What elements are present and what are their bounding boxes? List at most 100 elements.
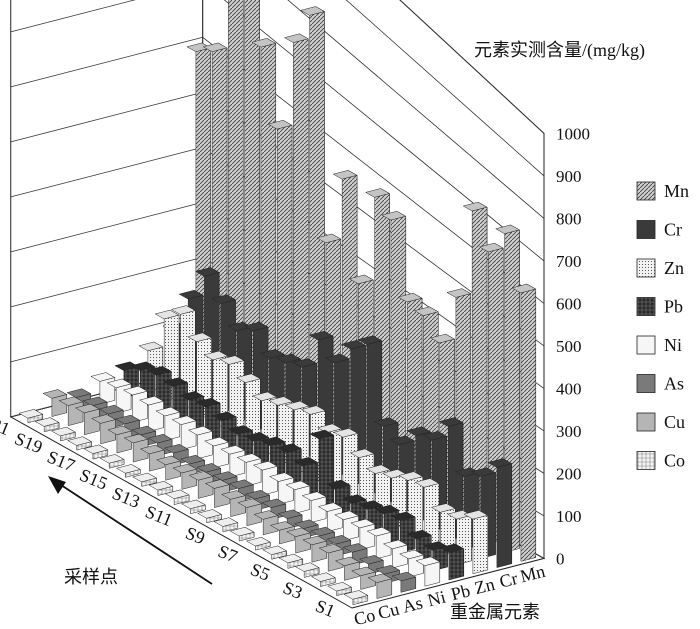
bar-front-face [181, 468, 198, 490]
legend-swatch-Cr [636, 220, 656, 239]
bar-Cu-S1 [367, 573, 393, 599]
legend-item-Mn: Mn [636, 181, 689, 201]
bar-front-face [238, 531, 255, 542]
bar-front-face [303, 567, 320, 578]
y-tick-label: 200 [556, 464, 582, 483]
bar-Co-S19 [50, 426, 76, 442]
bar-Co-S12 [164, 489, 190, 505]
gridline-back [10, 0, 136, 33]
bar-front-face [149, 449, 165, 472]
bar-front-face [472, 515, 489, 575]
bar-front-face [327, 548, 344, 572]
y-tick-label: 400 [556, 379, 582, 398]
legend-item-Zn: Zn [636, 258, 684, 278]
legend-label-Ni: Ni [664, 335, 682, 355]
y-tick-label: 900 [556, 167, 582, 186]
bar-front-face [190, 504, 206, 515]
bar-front-face [496, 463, 513, 568]
bar-Cu-S14 [156, 455, 182, 481]
bar-front-face [76, 441, 92, 451]
legend-item-As: As [636, 374, 684, 394]
bar-front-face [376, 578, 393, 599]
bar-Cu-S10 [221, 490, 247, 517]
depth-arrow-line [57, 482, 213, 585]
bar-Ni-S8 [301, 491, 327, 523]
bar-front-face [213, 441, 229, 469]
legend-swatch-Ni [636, 335, 656, 355]
bar-front-face [360, 571, 376, 590]
bar-front-face [327, 507, 343, 532]
y-tick-label: 800 [556, 209, 582, 228]
site-tick-S3: S3 [280, 577, 305, 603]
bar-Cu-S16 [123, 433, 149, 463]
bar-Cu-S19 [74, 403, 100, 436]
legend-swatch-Cu [636, 412, 656, 432]
bar-front-face [43, 422, 60, 433]
y-tick-label: 600 [556, 294, 582, 313]
site-tick-S7: S7 [215, 541, 240, 567]
bar-Pb-S5 [374, 504, 400, 544]
legend-item-Cu: Cu [636, 412, 685, 432]
gridline-side [399, 0, 545, 134]
gridline-side [287, 0, 545, 219]
bar-front-face [132, 438, 149, 463]
x-tick-Cr: Cr [497, 568, 519, 592]
legend: Mn Cr Zn Pb Ni As Cu Co [636, 181, 689, 471]
bar-Pb-S1 [439, 543, 465, 581]
legend-label-As: As [664, 374, 684, 394]
y-tick-label: 100 [556, 507, 582, 526]
bar-front-face [424, 561, 441, 587]
bar-Zn-S4 [414, 478, 440, 547]
site-tick-S1: S1 [313, 595, 338, 621]
bar-front-face [229, 450, 246, 478]
bar-front-face [400, 576, 417, 593]
bar-front-face [408, 554, 424, 578]
bar-front-face [206, 514, 222, 524]
bar-front-face [311, 540, 328, 563]
bar-Co-S5 [278, 553, 304, 569]
bar-As-S2 [375, 564, 401, 584]
legend-swatch-As [636, 374, 656, 393]
bar-front-face [141, 477, 157, 487]
bar-Mn-S18 [244, 0, 260, 407]
bar-Co-S9 [213, 517, 239, 533]
bar-Cu-S11 [204, 479, 230, 508]
gridline-side [345, 0, 545, 177]
site-tick-S9: S9 [183, 523, 208, 549]
bar-Cu-S18 [91, 414, 117, 445]
bar-front-face [520, 288, 537, 562]
gridline-back [10, 201, 203, 253]
y-tick-label: 500 [556, 337, 582, 356]
bars-group [18, 0, 537, 606]
site-tick-S5: S5 [248, 559, 273, 585]
bar-Cu-S12 [188, 470, 214, 499]
gridline-back [10, 146, 203, 198]
bar-Ni-S4 [366, 526, 392, 560]
bar-Ni-S9 [285, 480, 311, 514]
bar-Co-S16 [99, 453, 125, 469]
bar-Cu-S4 [318, 543, 344, 572]
bar-front-face [294, 485, 311, 514]
bar-Mn-S16 [267, 119, 293, 426]
x-tick-Co: Co [352, 605, 377, 629]
bar-Co-S1 [343, 590, 369, 606]
bar-front-face [148, 400, 164, 432]
bar-Co-S20 [34, 417, 60, 433]
bar-Co-S18 [67, 436, 93, 451]
bar-Cu-S15 [139, 444, 165, 472]
bar-front-face [197, 430, 213, 460]
bar-front-face [214, 484, 230, 508]
bar-front-face [295, 532, 311, 554]
bar-front-face [92, 449, 109, 460]
legend-label-Mn: Mn [664, 181, 689, 201]
legend-swatch-Pb [636, 297, 656, 316]
bar-Co-S10 [197, 509, 223, 524]
bar-front-face [173, 494, 190, 505]
bar-front-face [352, 595, 369, 606]
bar-front-face [27, 414, 44, 424]
bar-front-face [180, 420, 197, 450]
bar-Ni-S20 [106, 378, 132, 414]
bar-Ni-S18 [139, 395, 165, 432]
legend-label-Cr: Cr [664, 220, 682, 240]
bar-front-face [448, 548, 465, 581]
